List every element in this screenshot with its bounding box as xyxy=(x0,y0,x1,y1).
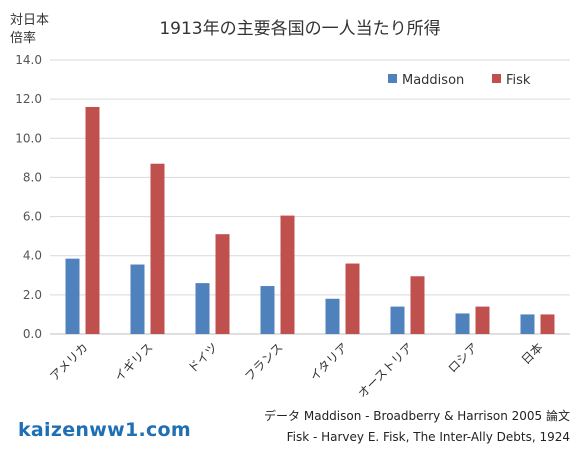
legend-swatch-fisk xyxy=(492,74,501,83)
y-tick-label: 12.0 xyxy=(15,92,42,106)
category-label: ドイツ xyxy=(185,340,220,375)
category-label: 日本 xyxy=(519,340,546,367)
category-label: ロシア xyxy=(445,340,480,375)
grid-layer xyxy=(50,59,570,335)
source-line-1: データ Maddison - Broadberry & Harrison 200… xyxy=(264,409,570,423)
legend: Maddison Fisk xyxy=(388,73,531,88)
y-tick-label: 14.0 xyxy=(15,53,42,67)
y-tick-label: 10.0 xyxy=(15,131,42,145)
bar-maddison xyxy=(390,306,405,334)
bar-fisk xyxy=(540,314,555,334)
legend-swatch-maddison xyxy=(388,74,397,83)
bar-maddison xyxy=(260,286,275,334)
y-tick-label: 8.0 xyxy=(23,170,42,184)
category-label-layer: アメリカ イギリス ドイツ フランス イタリア オーストリア ロシア 日本 xyxy=(47,340,545,400)
legend-label-maddison: Maddison xyxy=(402,73,464,88)
category-label: イタリア xyxy=(307,340,351,384)
source-line-2: Fisk - Harvey E. Fisk, The Inter-Ally De… xyxy=(286,430,570,444)
category-label: フランス xyxy=(242,340,286,384)
bar-maddison xyxy=(65,258,80,334)
bar-fisk xyxy=(410,276,425,334)
bar-maddison xyxy=(325,298,340,334)
chart-title: 1913年の主要各国の一人当たり所得 xyxy=(159,19,440,39)
y-tick-label: 0.0 xyxy=(23,327,42,341)
bar-layer xyxy=(65,106,555,334)
category-label: イギリス xyxy=(112,340,156,384)
y-tick-label: 6.0 xyxy=(23,210,42,224)
y-tick-layer: 0.0 2.0 4.0 6.0 8.0 10.0 12.0 14.0 xyxy=(15,53,42,341)
bar-fisk xyxy=(150,163,165,334)
bar-fisk xyxy=(85,106,100,334)
category-label: アメリカ xyxy=(47,340,90,383)
site-brand: kaizenww1.com xyxy=(18,419,191,441)
bar-maddison xyxy=(130,264,145,334)
bar-maddison xyxy=(520,314,535,334)
y-tick-label: 2.0 xyxy=(23,288,42,302)
y-tick-label: 4.0 xyxy=(23,249,42,263)
bar-maddison xyxy=(455,313,470,334)
bar-fisk xyxy=(215,234,230,334)
legend-label-fisk: Fisk xyxy=(506,73,531,88)
y-axis-label-line2: 倍率 xyxy=(10,30,36,46)
category-label: オーストリア xyxy=(355,340,415,400)
bar-fisk xyxy=(345,263,360,334)
bar-fisk xyxy=(475,306,490,334)
bar-maddison xyxy=(195,283,210,334)
bar-fisk xyxy=(280,215,295,334)
y-axis-label-line1: 対日本 xyxy=(10,13,49,28)
